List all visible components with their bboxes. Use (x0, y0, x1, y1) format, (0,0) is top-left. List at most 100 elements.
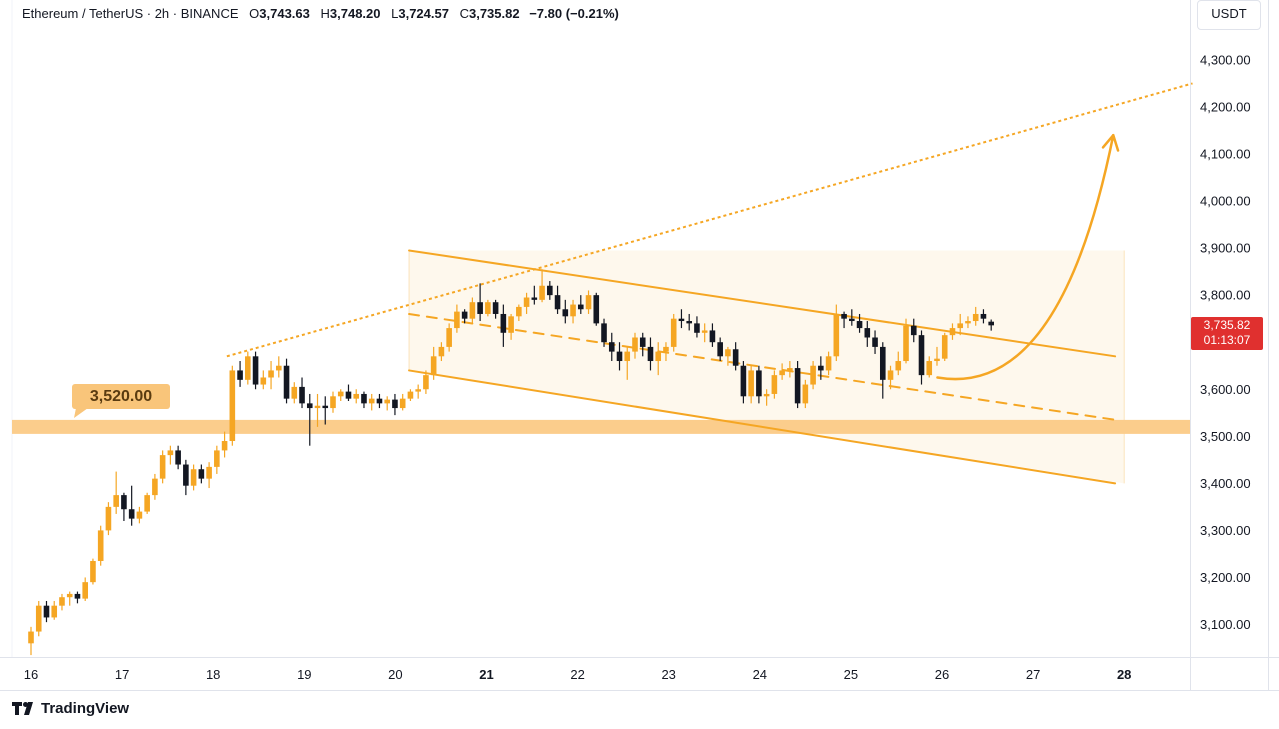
candle-body (570, 304, 576, 317)
candle-body (539, 285, 545, 300)
level-label-pointer (74, 408, 88, 418)
x-tick-label: 23 (661, 667, 675, 682)
candle-body (275, 365, 282, 371)
last-price-tag: 3,735.82 01:13:07 (1191, 317, 1263, 350)
candle (639, 332, 646, 357)
candle-body (268, 370, 274, 378)
tradingview-logo-icon (12, 702, 33, 715)
candle-body (903, 325, 909, 362)
candle-body (562, 309, 569, 317)
candle-body (345, 391, 352, 399)
x-tick-label: 22 (570, 667, 584, 682)
y-tick-label: 3,200.00 (1200, 570, 1251, 585)
candle (593, 292, 600, 326)
candle-body (384, 399, 391, 404)
candle (725, 346, 731, 366)
candle-body (144, 495, 150, 512)
candle-body (322, 405, 329, 409)
candle-body (198, 469, 205, 479)
candle-body (175, 450, 181, 465)
candle (849, 309, 855, 326)
y-tick-label: 3,600.00 (1200, 382, 1251, 397)
candle-body (128, 509, 135, 519)
candle-body (492, 302, 499, 314)
candle (957, 313, 964, 336)
candle-body (508, 316, 514, 333)
candle-body (430, 356, 437, 376)
candle (740, 361, 747, 404)
candle-body (709, 330, 716, 343)
candle-body (59, 597, 65, 606)
level-label: 3,520.00 (72, 384, 170, 409)
candle (949, 323, 956, 340)
candle-body (694, 323, 700, 333)
candle-body (376, 398, 383, 404)
candle-body (771, 375, 778, 394)
x-tick-label: 26 (935, 667, 949, 682)
y-tick-label: 4,100.00 (1200, 147, 1251, 162)
candle-body (516, 306, 522, 317)
candle (345, 384, 352, 402)
candle-body (965, 321, 971, 324)
y-tick-label: 3,400.00 (1200, 476, 1251, 491)
candle (918, 330, 925, 385)
candle-body (988, 321, 994, 326)
candle (531, 285, 538, 305)
candle (694, 316, 700, 338)
support-level-band (12, 419, 1190, 434)
trend-line (226, 82, 1193, 358)
candle (291, 382, 298, 404)
candle (539, 269, 545, 303)
candle-body (887, 370, 894, 380)
y-tick-label: 3,900.00 (1200, 241, 1251, 256)
candle (709, 323, 716, 347)
candle (647, 337, 654, 371)
candle (361, 391, 367, 409)
x-tick-label: 21 (479, 667, 493, 682)
candle (252, 351, 259, 390)
candle (748, 365, 754, 404)
candle (306, 393, 313, 446)
candle (330, 391, 336, 413)
candle (833, 304, 840, 362)
candle-body (663, 346, 669, 352)
candle-body (655, 351, 662, 362)
candle-body (392, 399, 398, 409)
candle-body (159, 455, 166, 479)
candle (934, 346, 940, 366)
y-tick-label: 3,100.00 (1200, 617, 1251, 632)
y-tick-label: 4,300.00 (1200, 52, 1251, 67)
candle-body (740, 365, 747, 397)
tradingview-logo[interactable]: TradingView (12, 700, 129, 717)
candle-body (802, 384, 809, 404)
candle (763, 389, 770, 406)
candle (485, 299, 491, 317)
candle-body (221, 441, 228, 451)
candle-body (918, 335, 925, 376)
candle (562, 299, 569, 324)
symbol-title[interactable]: Ethereum / TetherUS · 2h · BINANCE (22, 6, 239, 21)
candle-body (121, 495, 127, 510)
candle-body (980, 313, 987, 319)
candle-body (717, 342, 723, 357)
currency-button[interactable]: USDT (1197, 0, 1261, 30)
candle (926, 356, 933, 378)
candle (175, 445, 181, 470)
candle-body (35, 605, 42, 632)
candle-body (454, 311, 460, 329)
low-label: L (391, 6, 399, 21)
candle-body (361, 393, 367, 404)
candle (438, 342, 445, 362)
candle-body (670, 318, 677, 347)
candle-body (872, 337, 878, 347)
candle (229, 365, 236, 446)
open-label: O (249, 6, 260, 21)
candle-body (763, 393, 770, 397)
candle-body (152, 478, 158, 496)
candle-body (291, 386, 298, 399)
candle-body (523, 297, 530, 307)
candle-body (632, 337, 638, 352)
candle (423, 370, 429, 394)
candle-body (74, 593, 81, 599)
